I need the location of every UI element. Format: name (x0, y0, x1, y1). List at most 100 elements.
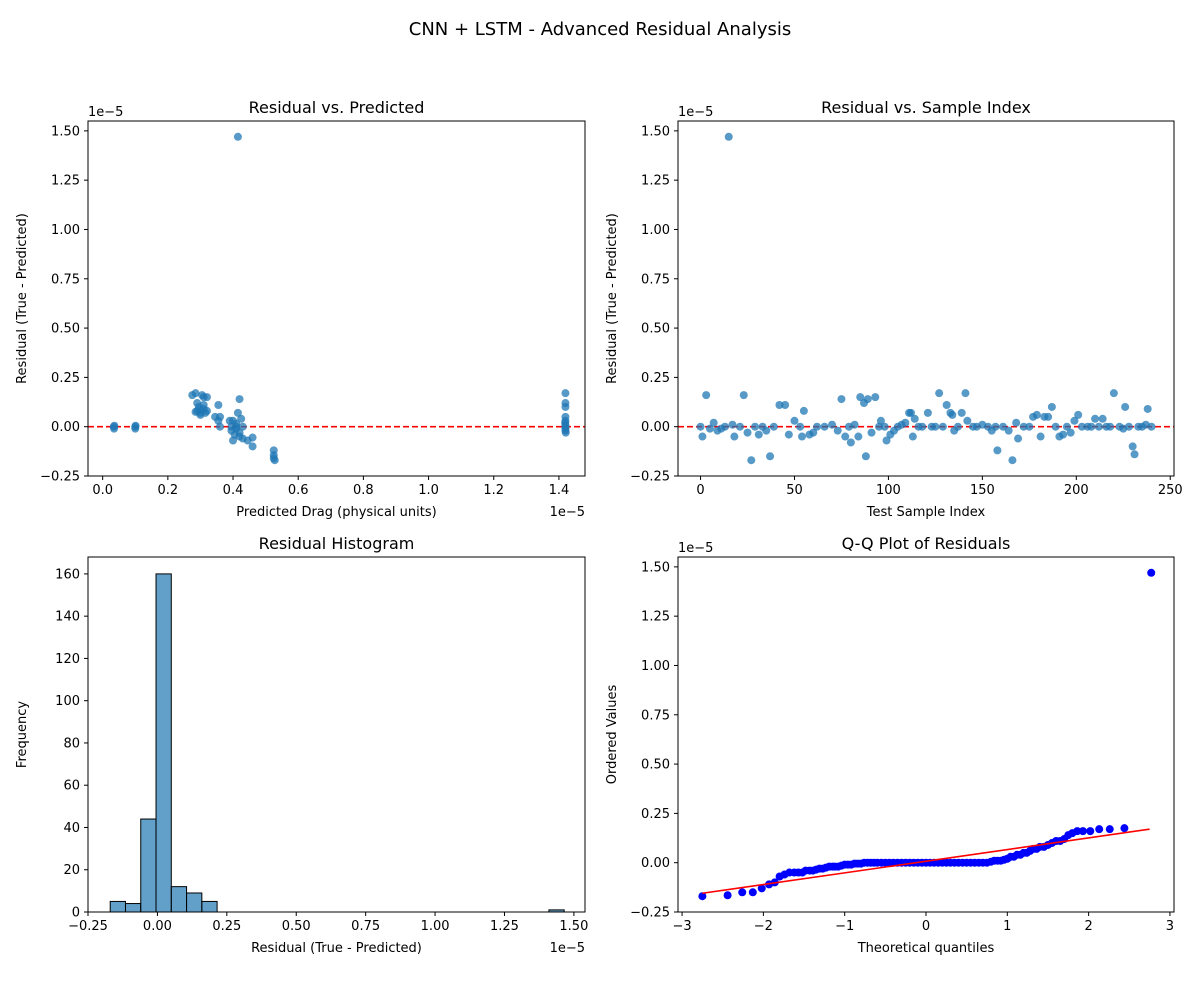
y-tick-label: 1.00 (641, 659, 670, 674)
data-point (1109, 389, 1118, 398)
data-point (1012, 418, 1021, 427)
x-tick-label: 0.4 (223, 483, 244, 498)
data-layer (678, 132, 1174, 465)
data-point (131, 421, 140, 430)
axes-frame (87, 556, 586, 913)
data-point (1074, 410, 1083, 419)
y-tick-label: 1.50 (641, 560, 670, 575)
data-point (237, 414, 246, 423)
data-point (1078, 827, 1087, 836)
data-point (931, 422, 940, 431)
data-point (1091, 414, 1100, 423)
y-offset-label: 1e−5 (678, 105, 713, 120)
x-tick-label: 200 (1064, 483, 1089, 498)
x-axis-label: Residual (True - Predicted) (251, 941, 422, 956)
data-point (828, 420, 837, 429)
data-point (882, 436, 891, 445)
data-point (1019, 422, 1028, 431)
data-point (809, 428, 818, 437)
y-tick-label: 140 (55, 610, 80, 625)
y-axis-label: Ordered Values (605, 685, 620, 785)
y-axis-label: Residual (True - Predicted) (15, 213, 30, 384)
data-point (1025, 422, 1034, 431)
data-point (739, 391, 748, 400)
data-point (1070, 416, 1079, 425)
data-point (248, 433, 257, 442)
residual-vs-predicted-panel: Residual vs. Predicted 0.0 0.2 0.4 0.6 0.8 1.0… (15, 98, 586, 520)
data-layer (109, 573, 565, 913)
data-point (781, 401, 790, 409)
data-point (784, 430, 793, 439)
data-point (748, 888, 757, 897)
y-tick-label: 160 (55, 567, 80, 582)
data-point (1014, 434, 1023, 443)
y-offset-label: 1e−5 (88, 105, 123, 120)
data-point (215, 412, 224, 421)
x-axis-label: Theoretical quantiles (857, 941, 995, 956)
data-point (856, 393, 865, 402)
chart-panels: Residual vs. Predicted 0.0 0.2 0.4 0.6 0.8 1.0… (15, 98, 1183, 956)
x-tick-label: 0.6 (288, 483, 309, 498)
data-point (1106, 422, 1115, 431)
data-point (796, 422, 805, 431)
data-point (238, 422, 247, 431)
x-tick-label: 0.2 (158, 483, 179, 498)
data-point (233, 408, 242, 417)
y-tick-label: 0.75 (641, 272, 670, 287)
data-point (1120, 824, 1129, 833)
data-point (1059, 430, 1068, 439)
data-point (561, 428, 570, 437)
x-tick-label: 1.0 (418, 483, 439, 498)
data-point (1124, 422, 1133, 431)
x-tick-label: 1 (1003, 919, 1011, 934)
data-point (1066, 428, 1075, 437)
y-tick-label: 0.25 (51, 371, 80, 386)
histogram-bar (155, 573, 172, 913)
data-point (957, 408, 966, 417)
x-axis-label: Test Sample Index (866, 505, 986, 520)
x-tick-label: 100 (876, 483, 901, 498)
data-point (798, 432, 806, 441)
x-tick-label: 0.00 (143, 919, 172, 934)
y-tick-label: 0.75 (51, 272, 80, 287)
y-tick-label: 0 (72, 906, 80, 921)
data-point (757, 884, 766, 893)
data-point (232, 419, 241, 428)
panel-title: Residual Histogram (259, 534, 415, 553)
histogram-bar (170, 886, 188, 913)
data-point (876, 416, 885, 425)
y-tick-label: 80 (63, 736, 80, 751)
data-point (248, 442, 257, 451)
data-point (1062, 422, 1071, 431)
data-point (867, 428, 876, 437)
data-point (906, 408, 915, 417)
y-tick-label: 60 (63, 779, 80, 794)
data-point (775, 401, 784, 409)
data-point (723, 891, 732, 900)
data-point (935, 389, 944, 398)
data-point (561, 402, 570, 411)
data-point (769, 422, 778, 431)
y-offset-label: 1e−5 (678, 541, 713, 556)
data-point (923, 408, 932, 417)
x-tick-label: −3 (672, 919, 691, 934)
data-point (790, 416, 799, 425)
qq-plot-panel: Q-Q Plot of Residuals −3 −2 −1 0 1 2 3 −0.25 0.00… (605, 534, 1175, 956)
y-tick-label: 0.50 (641, 758, 670, 773)
data-point (871, 393, 880, 402)
data-point (270, 456, 279, 465)
histogram-bar (186, 892, 203, 913)
panel-title: Residual vs. Predicted (249, 98, 425, 117)
data-point (813, 422, 822, 431)
data-point (1147, 568, 1156, 577)
y-tick-label: 0.50 (641, 322, 670, 337)
y-tick-label: 1.00 (51, 223, 80, 238)
y-tick-label: 0.00 (51, 420, 80, 435)
y-tick-label: 40 (63, 821, 80, 836)
data-point (720, 422, 729, 431)
data-point (702, 391, 711, 400)
data-point (738, 888, 747, 897)
x-tick-label: 0 (696, 483, 704, 498)
data-point (202, 406, 211, 415)
